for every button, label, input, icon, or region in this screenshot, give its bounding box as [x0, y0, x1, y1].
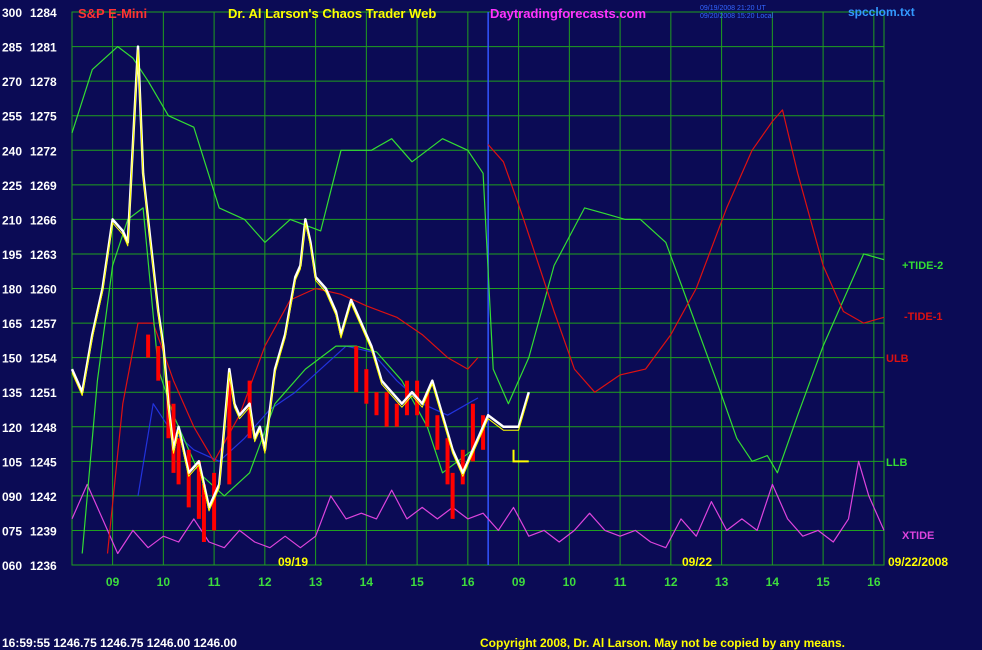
y-tick-label-left: 090	[2, 490, 22, 504]
y-tick-label-right: 1254	[30, 352, 57, 366]
y-tick-label-left: 195	[2, 248, 22, 262]
y-tick-label-left: 285	[2, 41, 22, 55]
quote-readout: 16:59:55 1246.75 1246.75 1246.00 1246.00	[2, 636, 237, 650]
y-tick-label-right: 1248	[30, 421, 57, 435]
site-label: Daytradingforecasts.com	[490, 6, 646, 21]
x-tick-label: 16	[461, 575, 475, 589]
series-label-tide_minus: -TIDE-1	[904, 311, 943, 323]
y-tick-label-right: 1257	[30, 317, 57, 331]
instrument-label: S&P E-Mini	[78, 6, 147, 21]
series-xtide	[71, 460, 885, 555]
y-tick-label-left: 075	[2, 524, 22, 538]
y-tick-label-left: 255	[2, 110, 22, 124]
x-tick-label: 10	[157, 575, 171, 589]
date-label: 09/22/2008	[888, 555, 948, 569]
y-tick-label-left: 135	[2, 386, 22, 400]
series-label-xtide: XTIDE	[902, 530, 934, 542]
y-tick-label-left: 210	[2, 213, 22, 227]
y-tick-label-right: 1245	[30, 455, 57, 469]
plot-frame	[71, 11, 885, 566]
filename-label: spcclom.txt	[848, 5, 915, 19]
series-label-llb: LLB	[886, 457, 907, 469]
y-tick-label-left: 240	[2, 144, 22, 158]
x-tick-label: 11	[208, 575, 221, 589]
x-tick-label: 14	[360, 575, 374, 589]
y-tick-label-left: 105	[2, 455, 22, 469]
labels-layer: 300 1284 285 1281 270 1278 255 1275 240 1272 225 12…	[2, 6, 948, 589]
series-ulb	[106, 287, 479, 554]
y-tick-label-left: 225	[2, 179, 22, 193]
y-tick-label-right: 1260	[30, 283, 57, 297]
y-tick-label-left: 180	[2, 283, 22, 297]
y-tick-label-right: 1272	[30, 144, 57, 158]
y-tick-label-right: 1242	[30, 490, 57, 504]
x-tick-label: 12	[664, 575, 678, 589]
x-tick-label: 14	[766, 575, 780, 589]
projection-marker	[512, 449, 529, 463]
x-tick-label: 13	[309, 575, 323, 589]
timestamp-ut: 09/19/2008 21:20 UT	[700, 5, 766, 12]
x-tick-label: 09	[512, 575, 526, 589]
y-tick-label-right: 1278	[30, 75, 57, 89]
y-tick-label-left: 120	[2, 421, 22, 435]
series-tide-minus	[487, 109, 885, 393]
x-tick-label: 15	[410, 575, 424, 589]
series-layer	[70, 45, 885, 555]
x-tick-label: 16	[867, 575, 881, 589]
timestamp-local: 09/20/2008 15:20 Local	[700, 13, 774, 20]
series-label-ulb: ULB	[886, 353, 909, 365]
series-price-average	[71, 49, 530, 512]
x-tick-label: 09	[106, 575, 120, 589]
grid	[71, 11, 885, 566]
y-tick-label-right: 1251	[30, 386, 57, 400]
y-tick-label-right: 1236	[30, 559, 57, 573]
y-tick-label-right: 1263	[30, 248, 57, 262]
date-label: 09/19	[278, 555, 308, 569]
x-tick-label: 12	[258, 575, 272, 589]
y-tick-label-right: 1275	[30, 110, 57, 124]
y-tick-label-right: 1284	[30, 6, 57, 20]
y-tick-label-left: 060	[2, 559, 22, 573]
copyright-notice: Copyright 2008, Dr. Al Larson. May not b…	[480, 636, 845, 650]
y-tick-label-left: 150	[2, 352, 22, 366]
x-tick-label: 11	[614, 575, 627, 589]
x-tick-label: 10	[563, 575, 577, 589]
series-label-tide_plus: +TIDE-2	[902, 260, 943, 272]
x-tick-label: 15	[816, 575, 830, 589]
y-tick-label-right: 1269	[30, 179, 57, 193]
series-tide-plus	[71, 45, 885, 474]
date-label: 09/22	[682, 555, 712, 569]
y-tick-label-left: 165	[2, 317, 22, 331]
series-llb	[81, 207, 474, 554]
title-label: Dr. Al Larson's Chaos Trader Web	[228, 6, 436, 21]
y-tick-label-right: 1239	[30, 524, 57, 538]
x-tick-label: 13	[715, 575, 729, 589]
y-tick-label-right: 1266	[30, 213, 57, 227]
y-tick-label-left: 270	[2, 75, 22, 89]
y-tick-label-left: 300	[2, 6, 22, 20]
y-tick-label-right: 1281	[30, 41, 57, 55]
